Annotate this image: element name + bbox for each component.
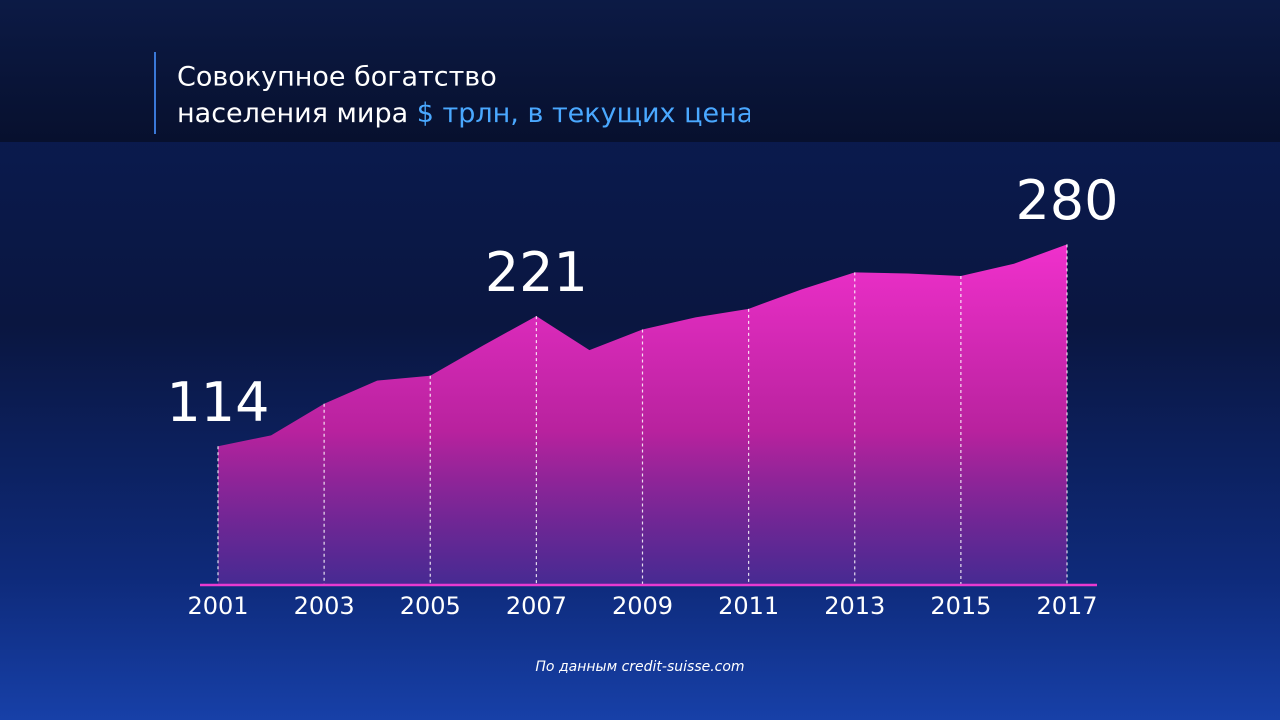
x-tick-label: 2015: [930, 592, 991, 620]
data-label: 280: [1015, 169, 1118, 232]
title-group: Совокупное богатство населения мира $ тр…: [177, 62, 753, 129]
chart-subtitle: $ трлн, в текущих цена: [417, 98, 754, 129]
chart-title: населения мира: [177, 98, 408, 129]
data-label: 114: [166, 371, 269, 434]
chart-title: Совокупное богатство: [177, 62, 497, 93]
x-tick-label: 2009: [612, 592, 673, 620]
x-tick-label: 2001: [187, 592, 248, 620]
x-tick-label: 2017: [1036, 592, 1097, 620]
source-note: По данным credit-suisse.com: [535, 659, 744, 675]
x-tick-label: 2005: [400, 592, 461, 620]
chart-title: населения мира $ трлн, в текущих цена: [177, 98, 753, 129]
title-band: [0, 0, 1280, 142]
x-tick-label: 2003: [294, 592, 355, 620]
data-label: 221: [485, 241, 588, 304]
x-tick-label: 2007: [506, 592, 567, 620]
x-tick-label: 2013: [824, 592, 885, 620]
x-tick-label: 2011: [718, 592, 779, 620]
